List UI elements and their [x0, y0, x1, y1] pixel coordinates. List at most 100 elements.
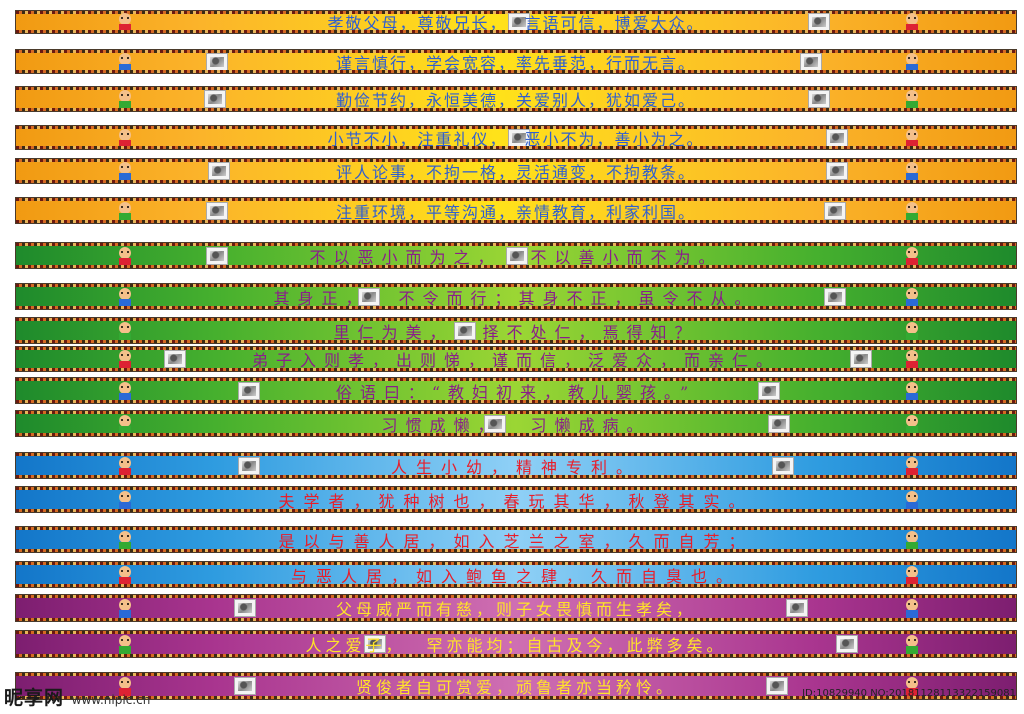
- watermark-id: ID:10829940 NO:20181128113322159081: [802, 688, 1016, 699]
- motto-text: 不以恶小而为之， 不以善小而不为。: [309, 247, 723, 267]
- cartoon-kid-icon: [111, 320, 139, 342]
- motto-banner-12: 习惯成懒， 习懒成病。: [15, 410, 1017, 437]
- cartoon-kid-icon: [111, 286, 139, 308]
- motto-text: 父母威严而有慈，则子女畏慎而生孝矣，: [335, 600, 696, 619]
- illustration-thumbnail-icon: [238, 381, 260, 400]
- cartoon-kid-icon: [898, 633, 926, 655]
- cartoon-kid-icon: [111, 413, 139, 435]
- cartoon-kid-icon: [111, 127, 139, 149]
- cartoon-kid-icon: [898, 200, 926, 222]
- motto-text: 人之爱子， 罕亦能均；自古及今，此弊多矣。: [305, 636, 727, 655]
- cartoon-kid-icon: [111, 348, 139, 370]
- cartoon-kid-icon: [898, 380, 926, 402]
- illustration-thumbnail-icon: [772, 456, 794, 475]
- motto-text: 人生小幼，精神专利。: [390, 457, 641, 477]
- cartoon-kid-icon: [111, 633, 139, 655]
- cartoon-kid-icon: [898, 489, 926, 511]
- cartoon-kid-icon: [898, 564, 926, 586]
- cartoon-kid-icon: [898, 675, 926, 697]
- cartoon-kid-icon: [111, 489, 139, 511]
- cartoon-kid-icon: [898, 597, 926, 619]
- motto-banner-18: 人之爱子， 罕亦能均；自古及今，此弊多矣。: [15, 630, 1017, 658]
- motto-banner-1: 孝敬父母，尊敬兄长， 言语可信，博爱大众。: [15, 10, 1017, 34]
- motto-banner-7: 不以恶小而为之， 不以善小而不为。: [15, 242, 1017, 269]
- cartoon-kid-icon: [898, 11, 926, 33]
- motto-text: 评人论事，不拘一格，灵活通变，不拘教条。: [335, 163, 696, 182]
- cartoon-kid-icon: [898, 160, 926, 182]
- illustration-thumbnail-icon: [234, 677, 256, 695]
- motto-banner-3: 勤俭节约，永恒美德，关爱别人，犹如爱己。: [15, 86, 1017, 112]
- cartoon-kid-icon: [111, 51, 139, 73]
- motto-banner-19: 贤俊者自可赏爱，顽鲁者亦当矜怜。: [15, 672, 1017, 700]
- motto-banner-11: 俗语曰：“教妇初来，教儿婴孩。”: [15, 377, 1017, 404]
- cartoon-kid-icon: [111, 245, 139, 267]
- illustration-thumbnail-icon: [768, 414, 790, 433]
- cartoon-kid-icon: [898, 88, 926, 110]
- illustration-thumbnail-icon: [758, 381, 780, 400]
- illustration-thumbnail-icon: [238, 456, 260, 475]
- cartoon-kid-icon: [898, 320, 926, 342]
- motto-banner-14: 夫学者，犹种树也，春玩其华，秋登其实。: [15, 486, 1017, 513]
- motto-text: 弟子入则孝，出则悌，谨而信，泛爱众，而亲仁。: [251, 351, 780, 370]
- motto-banner-10: 弟子入则孝，出则悌，谨而信，泛爱众，而亲仁。: [15, 346, 1017, 372]
- motto-text: 其身正， 不令而行；其身不正，虽令不从。: [273, 288, 759, 308]
- illustration-thumbnail-icon: [484, 414, 506, 433]
- cartoon-kid-icon: [111, 88, 139, 110]
- motto-banner-16: 与恶人居，如入鲍鱼之肆，久而自臭也。: [15, 561, 1017, 588]
- motto-text: 俗语曰：“教妇初来，教儿婴孩。”: [335, 382, 697, 402]
- illustration-thumbnail-icon: [454, 321, 476, 340]
- motto-text: 夫学者，犹种树也，春玩其华，秋登其实。: [278, 491, 754, 511]
- motto-banner-6: 注重环境，平等沟通，亲情教育，利家利国。: [15, 197, 1017, 224]
- cartoon-kid-icon: [898, 529, 926, 551]
- watermark-site-name: 昵享网: [4, 687, 65, 709]
- motto-banner-9: 里仁为美， 择不处仁，焉得知？: [15, 317, 1017, 344]
- illustration-thumbnail-icon: [364, 635, 386, 653]
- motto-text: 与恶人居，如入鲍鱼之肆，久而自臭也。: [290, 566, 741, 586]
- illustration-thumbnail-icon: [164, 350, 186, 368]
- motto-banner-4: 小节不小，注重礼仪， 恶小不为，善小为之。: [15, 125, 1017, 150]
- motto-text: 勤俭节约，永恒美德，关爱别人，犹如爱己。: [335, 91, 696, 110]
- cartoon-kid-icon: [898, 413, 926, 435]
- cartoon-kid-icon: [111, 160, 139, 182]
- illustration-thumbnail-icon: [358, 287, 380, 306]
- watermark-url: www.nipic.cn: [71, 693, 151, 707]
- cartoon-kid-icon: [898, 286, 926, 308]
- illustration-thumbnail-icon: [766, 677, 788, 695]
- motto-text: 里仁为美， 择不处仁，焉得知？: [333, 322, 699, 342]
- cartoon-kid-icon: [898, 348, 926, 370]
- illustration-thumbnail-icon: [206, 246, 228, 265]
- cartoon-kid-icon: [898, 455, 926, 477]
- motto-text: 注重环境，平等沟通，亲情教育，利家利国。: [335, 202, 696, 222]
- motto-banner-5: 评人论事，不拘一格，灵活通变，不拘教条。: [15, 158, 1017, 184]
- motto-text: 小节不小，注重礼仪， 恶小不为，善小为之。: [327, 129, 705, 149]
- cartoon-kid-icon: [898, 127, 926, 149]
- cartoon-kid-icon: [111, 597, 139, 619]
- cartoon-kid-icon: [111, 455, 139, 477]
- motto-banner-15: 是以与善人居，如入芝兰之室，久而自芳；: [15, 526, 1017, 553]
- motto-banner-17: 父母威严而有慈，则子女畏慎而生孝矣，: [15, 594, 1017, 622]
- motto-banner-2: 谨言慎行，学会宽容，率先垂范，行而无言。: [15, 49, 1017, 74]
- watermark-logo: 昵享网 www.nipic.cn: [4, 683, 150, 710]
- illustration-thumbnail-icon: [786, 599, 808, 617]
- motto-banner-8: 其身正， 不令而行；其身不正，虽令不从。: [15, 283, 1017, 310]
- illustration-thumbnail-icon: [506, 246, 528, 265]
- cartoon-kid-icon: [111, 11, 139, 33]
- illustration-thumbnail-icon: [204, 90, 226, 108]
- cartoon-kid-icon: [111, 200, 139, 222]
- illustration-thumbnail-icon: [824, 201, 846, 220]
- motto-text: 是以与善人居，如入芝兰之室，久而自芳；: [278, 531, 754, 551]
- cartoon-kid-icon: [898, 245, 926, 267]
- cartoon-kid-icon: [111, 675, 139, 697]
- cartoon-kid-icon: [111, 380, 139, 402]
- illustration-thumbnail-icon: [836, 635, 858, 653]
- cartoon-kid-icon: [111, 564, 139, 586]
- illustration-thumbnail-icon: [234, 599, 256, 617]
- cartoon-kid-icon: [111, 529, 139, 551]
- motto-text: 习惯成懒， 习懒成病。: [381, 415, 651, 435]
- motto-text: 孝敬父母，尊敬兄长， 言语可信，博爱大众。: [327, 14, 705, 33]
- motto-text: 谨言慎行，学会宽容，率先垂范，行而无言。: [335, 53, 696, 73]
- illustration-thumbnail-icon: [206, 201, 228, 220]
- motto-banner-13: 人生小幼，精神专利。: [15, 452, 1017, 479]
- cartoon-kid-icon: [898, 51, 926, 73]
- illustration-thumbnail-icon: [824, 287, 846, 306]
